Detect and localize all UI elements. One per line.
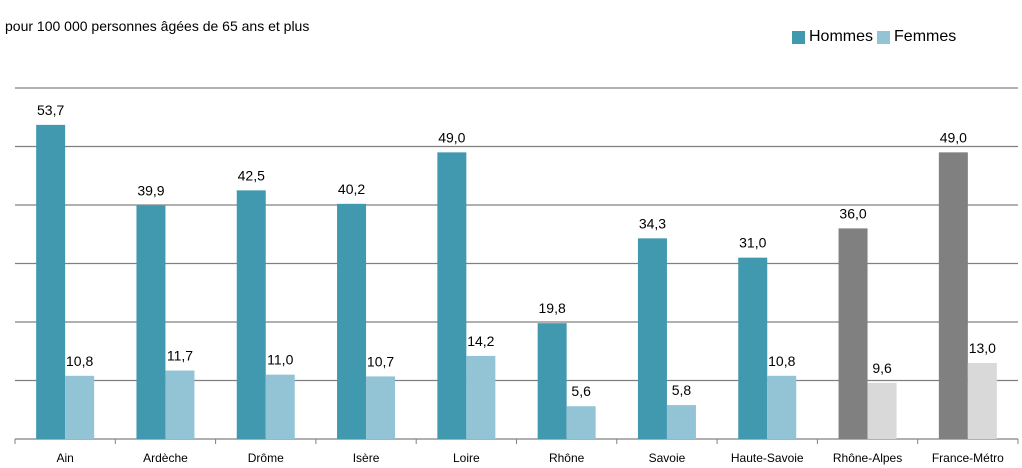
bar-femmes-savoie <box>666 405 696 439</box>
bar-femmes-haute-savoie <box>767 375 797 439</box>
x-tick-label-rhone-alpes: Rhône-Alpes <box>833 451 902 465</box>
bar-hommes-ain <box>36 124 66 439</box>
data-label-femmes-france-metro: 13,0 <box>969 340 996 356</box>
data-label-hommes-loire: 49,0 <box>438 129 465 145</box>
data-label-femmes-ardeche: 11,7 <box>167 348 193 364</box>
bar-hommes-drome <box>236 190 266 439</box>
data-label-femmes-savoie: 5,8 <box>672 382 692 398</box>
data-label-hommes-rhone: 19,8 <box>539 300 566 316</box>
data-label-femmes-ain: 10,8 <box>66 353 93 369</box>
x-tick-label-france-metro: France-Métro <box>932 451 1004 465</box>
data-label-hommes-savoie: 34,3 <box>639 215 666 231</box>
bar-hommes-savoie <box>637 238 667 439</box>
x-tick-label-ardeche: Ardèche <box>143 451 188 465</box>
bar-femmes-france-metro <box>967 362 997 439</box>
x-tick-label-rhone: Rhône <box>549 451 585 465</box>
bar-femmes-rhone-alpes <box>867 382 897 439</box>
x-tick-label-savoie: Savoie <box>649 451 686 465</box>
data-label-femmes-haute-savoie: 10,8 <box>768 353 795 369</box>
data-label-femmes-drome: 11,0 <box>267 352 293 368</box>
bar-hommes-haute-savoie <box>738 257 768 439</box>
x-tick-label-haute-savoie: Haute-Savoie <box>731 451 804 465</box>
bar-femmes-ain <box>65 375 95 439</box>
data-label-hommes-haute-savoie: 31,0 <box>739 235 766 251</box>
data-label-hommes-ardeche: 39,9 <box>137 183 164 199</box>
data-label-hommes-rhone-alpes: 36,0 <box>839 205 866 221</box>
bar-hommes-ardeche <box>136 205 166 439</box>
data-label-femmes-isere: 10,7 <box>367 353 394 369</box>
bar-femmes-loire <box>466 355 496 439</box>
bar-hommes-rhone <box>537 323 567 439</box>
x-tick-label-isere: Isère <box>353 451 380 465</box>
bar-femmes-ardeche <box>165 370 195 439</box>
legend-swatch-femmes <box>877 30 891 44</box>
data-label-femmes-rhone: 5,6 <box>571 383 591 399</box>
legend: Hommes Femmes <box>792 28 960 46</box>
x-tick-label-drome: Drôme <box>248 451 284 465</box>
bar-hommes-rhone-alpes <box>838 228 868 439</box>
x-tick-label-ain: Ain <box>56 451 73 465</box>
bar-hommes-isere <box>337 203 367 439</box>
legend-label-hommes: Hommes <box>809 28 874 45</box>
legend-swatch-hommes <box>792 30 805 44</box>
bar-femmes-drome <box>265 374 295 439</box>
data-label-femmes-rhone-alpes: 9,6 <box>872 360 892 376</box>
legend-label-femmes: Femmes <box>894 28 957 45</box>
data-label-hommes-ain: 53,7 <box>37 102 64 118</box>
bar-femmes-isere <box>366 376 396 439</box>
bar-hommes-loire <box>437 152 467 439</box>
bar-femmes-rhone <box>566 406 596 439</box>
bar-hommes-france-metro <box>938 152 968 439</box>
data-label-hommes-isere: 40,2 <box>338 181 365 197</box>
legend-item-femmes: Femmes <box>877 28 956 46</box>
data-label-hommes-france-metro: 49,0 <box>940 129 967 145</box>
legend-item-hommes: Hommes <box>792 28 873 46</box>
x-tick-label-loire: Loire <box>453 451 480 465</box>
chart-subtitle: pour 100 000 personnes âgées de 65 ans e… <box>5 18 310 34</box>
data-label-hommes-drome: 42,5 <box>238 167 265 183</box>
data-label-femmes-loire: 14,2 <box>467 333 494 349</box>
